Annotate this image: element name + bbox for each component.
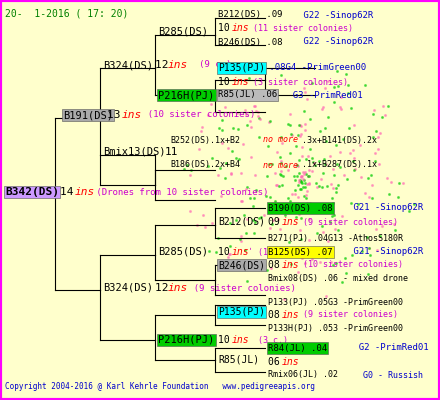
- Text: G21 -Sinop62R: G21 -Sinop62R: [348, 204, 423, 212]
- Text: Bmix13(DS): Bmix13(DS): [103, 147, 165, 157]
- Text: B190(DS) .08: B190(DS) .08: [268, 204, 333, 212]
- Text: B125(DS) .07: B125(DS) .07: [268, 248, 333, 256]
- Text: B285(DS): B285(DS): [158, 247, 208, 257]
- Text: B191(DS): B191(DS): [63, 110, 113, 120]
- Text: B324(DS): B324(DS): [103, 283, 153, 293]
- Text: P216H(PJ): P216H(PJ): [158, 90, 214, 100]
- Text: (11 sister colonies): (11 sister colonies): [248, 24, 353, 32]
- Text: R84(JL) .04: R84(JL) .04: [268, 344, 327, 352]
- Text: B252(DS).1x+B2: B252(DS).1x+B2: [170, 136, 240, 144]
- Text: 10: 10: [218, 23, 236, 33]
- Text: .1x+B287(DS).1x: .1x+B287(DS).1x: [302, 160, 377, 170]
- Text: Copyright 2004-2016 @ Karl Kehrle Foundation   www.pedigreeapis.org: Copyright 2004-2016 @ Karl Kehrle Founda…: [5, 382, 315, 391]
- Text: B246(DS) .08: B246(DS) .08: [218, 38, 282, 46]
- Text: B212(DS) .09: B212(DS) .09: [218, 10, 282, 20]
- Text: no more: no more: [263, 160, 298, 170]
- Text: G22 -Sinop62R: G22 -Sinop62R: [298, 38, 373, 46]
- Text: ins: ins: [282, 357, 300, 367]
- Text: R85(JL) .06: R85(JL) .06: [218, 90, 277, 100]
- Text: ins: ins: [232, 23, 249, 33]
- Text: 09: 09: [268, 217, 286, 227]
- Text: ins: ins: [168, 60, 188, 70]
- Text: 10: 10: [218, 247, 236, 257]
- Text: ins: ins: [282, 310, 300, 320]
- Text: 08: 08: [268, 260, 286, 270]
- Text: ins: ins: [282, 217, 300, 227]
- Text: ʹ (11 c.): ʹ (11 c.): [248, 248, 293, 256]
- Text: (9 sister colonies): (9 sister colonies): [183, 284, 296, 292]
- Text: B324(DS): B324(DS): [103, 60, 153, 70]
- Text: 13: 13: [107, 110, 127, 120]
- Text: P133H(PJ) .053 -PrimGreen00: P133H(PJ) .053 -PrimGreen00: [268, 324, 403, 332]
- Text: B342(DS): B342(DS): [5, 187, 59, 197]
- Text: P135(PJ): P135(PJ): [218, 307, 265, 317]
- Text: G0 - Russish: G0 - Russish: [348, 370, 423, 380]
- Text: (3 sister colonies): (3 sister colonies): [248, 78, 348, 86]
- Text: Bmix08(DS) .06 - mixed drone: Bmix08(DS) .06 - mixed drone: [268, 274, 408, 282]
- Text: ins: ins: [122, 110, 142, 120]
- Text: (9 sister colonies): (9 sister colonies): [298, 218, 398, 226]
- Text: 10: 10: [218, 335, 236, 345]
- Text: 12: 12: [155, 283, 175, 293]
- Text: .08G4 -PrimGreen00: .08G4 -PrimGreen00: [264, 64, 366, 72]
- Text: (9 sister colonies): (9 sister colonies): [298, 310, 398, 320]
- Text: 12: 12: [155, 60, 175, 70]
- Text: P135(PJ): P135(PJ): [218, 63, 265, 73]
- Text: P216H(PJ): P216H(PJ): [158, 335, 214, 345]
- Text: B246(DS): B246(DS): [218, 260, 265, 270]
- Text: ins: ins: [232, 247, 249, 257]
- Text: .3x+B141(DS).2x: .3x+B141(DS).2x: [302, 136, 377, 144]
- Text: (10 sister colonies): (10 sister colonies): [298, 260, 403, 270]
- Text: G3 -PrimRed01: G3 -PrimRed01: [282, 90, 363, 100]
- Text: B212(DS): B212(DS): [218, 217, 265, 227]
- Text: (Drones from 10 sister colonies): (Drones from 10 sister colonies): [91, 188, 268, 196]
- Text: G21 -Sinop62R: G21 -Sinop62R: [348, 248, 423, 256]
- Text: B186(DS).2x+B4: B186(DS).2x+B4: [170, 160, 240, 170]
- Text: 14: 14: [60, 187, 80, 197]
- Text: ins: ins: [232, 77, 249, 87]
- Text: Rmix06(JL) .02: Rmix06(JL) .02: [268, 370, 338, 380]
- Text: B285(DS): B285(DS): [158, 27, 208, 37]
- Text: ins: ins: [232, 335, 249, 345]
- Text: 11: 11: [165, 147, 179, 157]
- Text: G22 -Sinop62R: G22 -Sinop62R: [298, 10, 373, 20]
- Text: 06: 06: [268, 357, 286, 367]
- Text: G2 -PrimRed01: G2 -PrimRed01: [348, 344, 429, 352]
- Text: no more: no more: [263, 136, 298, 144]
- Text: R85(JL): R85(JL): [218, 355, 259, 365]
- Text: ins: ins: [168, 283, 188, 293]
- Text: 08: 08: [268, 310, 286, 320]
- Text: 10: 10: [218, 77, 236, 87]
- Text: ins: ins: [282, 260, 300, 270]
- Text: ins: ins: [75, 187, 95, 197]
- Text: (3 c.): (3 c.): [248, 336, 288, 344]
- Text: P133(PJ) .05G3 -PrimGreen00: P133(PJ) .05G3 -PrimGreen00: [268, 298, 403, 306]
- Text: (9 c.): (9 c.): [183, 60, 231, 70]
- Text: (10 sister colonies): (10 sister colonies): [137, 110, 255, 120]
- Text: 20-  1-2016 ( 17: 20): 20- 1-2016 ( 17: 20): [5, 8, 128, 18]
- Text: B271(PJ) .04G13 -AthosS180R: B271(PJ) .04G13 -AthosS180R: [268, 234, 403, 242]
